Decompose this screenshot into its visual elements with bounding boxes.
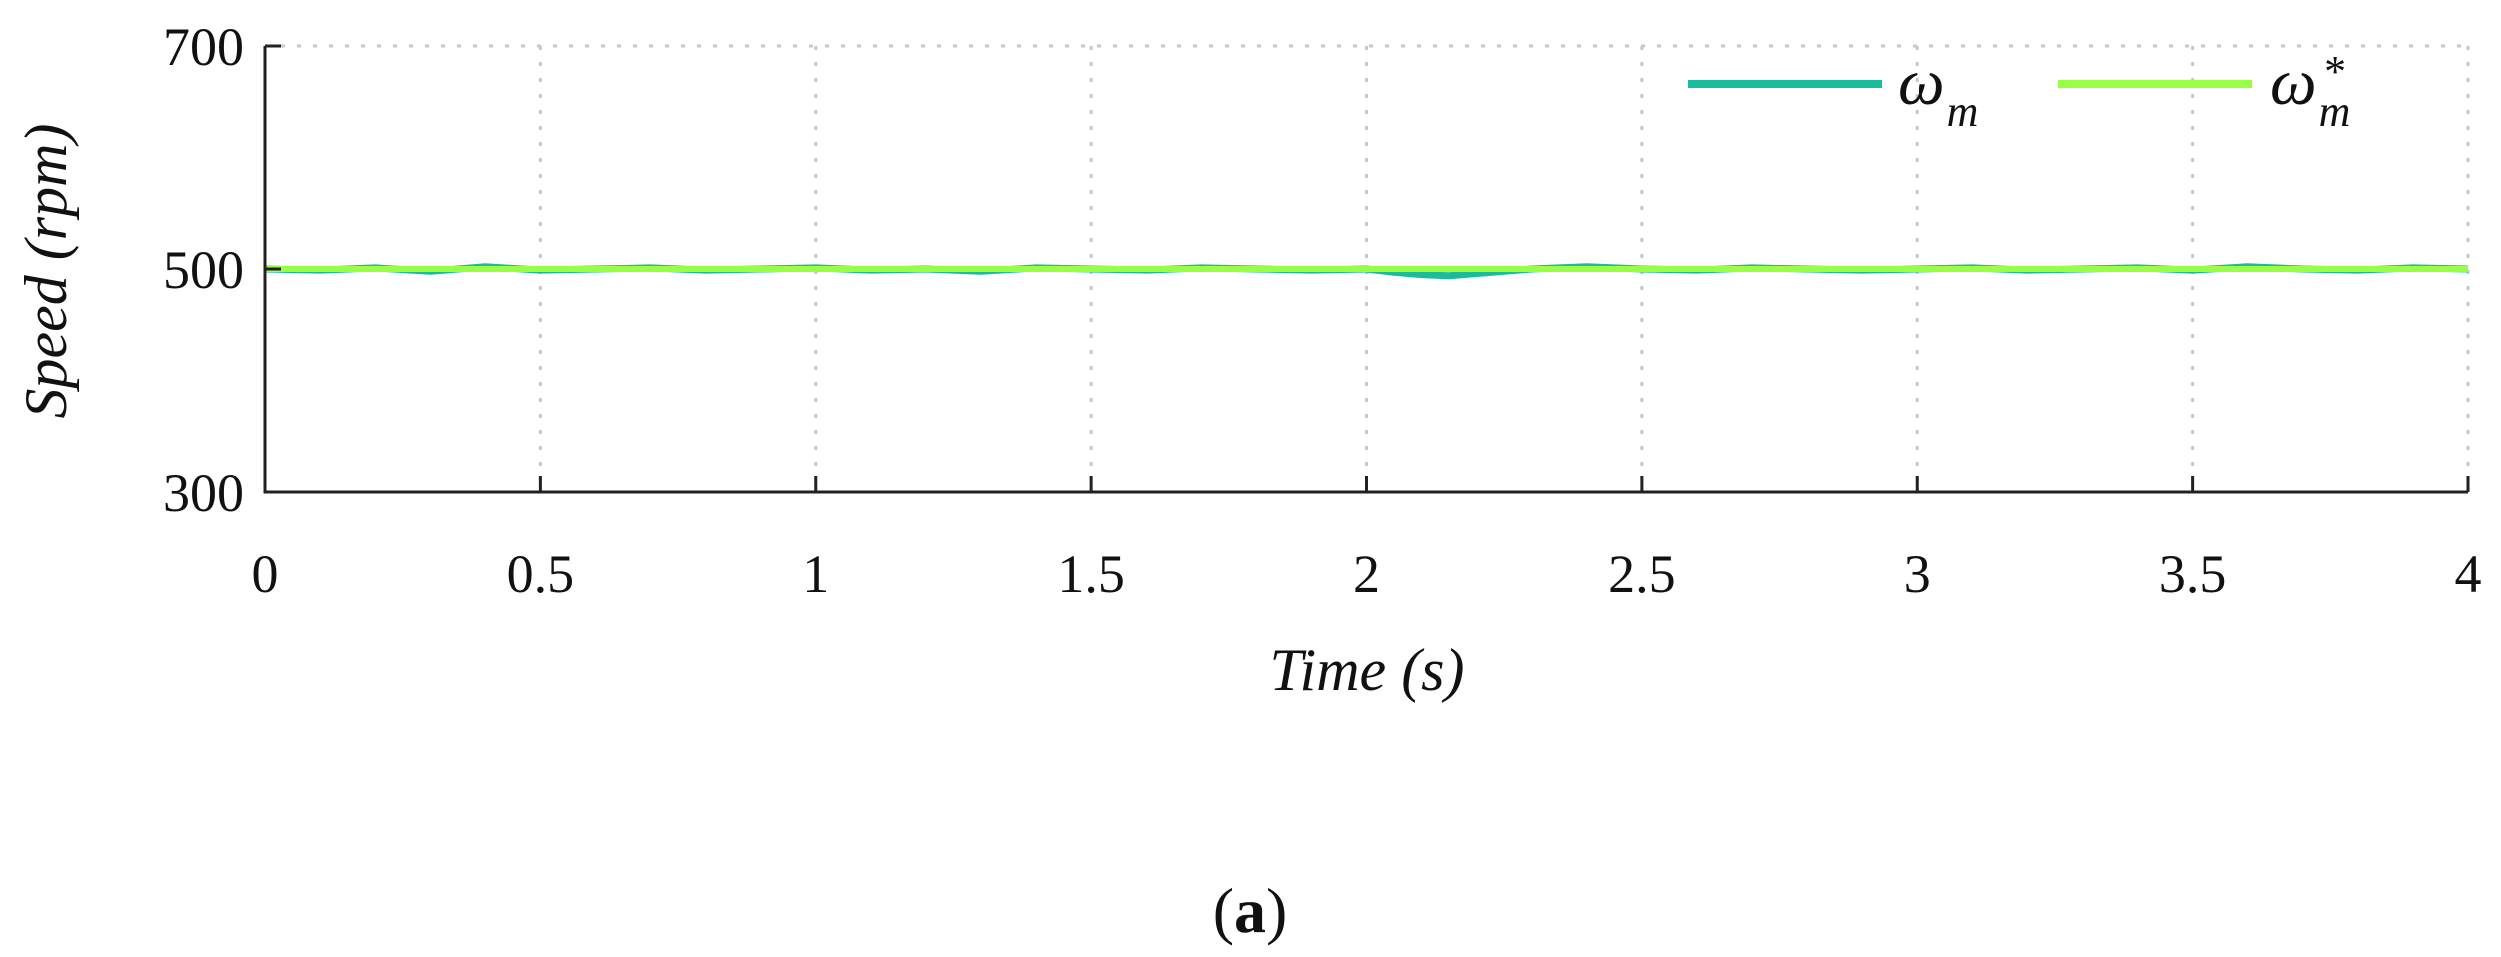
x-tick-label-3: 1.5 (1057, 544, 1125, 604)
x-axis-label: Time (s) (1270, 637, 1465, 703)
legend: ωm ωm * (1688, 46, 2350, 136)
x-tick-label-6: 3 (1904, 544, 1931, 604)
legend-superscript-omega-m-ref: * (2322, 47, 2344, 96)
legend-subscript-omega-m-ref: m (2319, 87, 2351, 136)
x-tick-label-0: 0 (252, 544, 279, 604)
caption-close-paren: ) (1266, 875, 1287, 946)
legend-symbol-omega-m: ω (1898, 46, 1945, 119)
x-tick-label-4: 2 (1353, 544, 1380, 604)
x-tick-label-7: 3.5 (2159, 544, 2227, 604)
x-tick-label-8: 4 (2455, 544, 2482, 604)
grid-layer (265, 44, 2470, 492)
figure-caption: (a) (1213, 875, 1288, 946)
caption-open-paren: ( (1213, 875, 1234, 946)
x-tick-label-1: 0.5 (507, 544, 575, 604)
y-tick-label-1: 500 (163, 240, 244, 300)
x-tick-label-5: 2.5 (1608, 544, 1676, 604)
x-tick-label-2: 1 (802, 544, 829, 604)
y-tick-label-0: 300 (163, 463, 244, 523)
y-tick-label-2: 700 (163, 17, 244, 77)
caption-label: a (1234, 875, 1266, 946)
legend-symbol-omega-m-ref: ω (2270, 46, 2317, 119)
legend-subscript-omega-m: m (1947, 87, 1979, 136)
legend-label-omega-m-ref: ωm (2270, 46, 2350, 136)
y-axis-label: Speed (rpm) (13, 124, 79, 419)
series-layer (264, 263, 2469, 280)
ticks-layer: 0 0.5 1 1.5 2 2.5 3 3.5 4 300 500 700 (163, 17, 2482, 604)
legend-label-omega-m: ωm (1898, 46, 1978, 136)
